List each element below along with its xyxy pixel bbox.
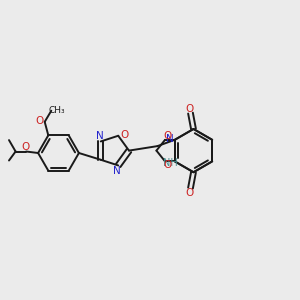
- Text: NH: NH: [163, 158, 177, 168]
- Text: O: O: [186, 103, 194, 114]
- Text: O: O: [120, 130, 128, 140]
- Text: O: O: [163, 160, 172, 170]
- Text: O: O: [36, 116, 44, 126]
- Text: N: N: [113, 166, 121, 176]
- Text: O: O: [186, 188, 194, 198]
- Text: O: O: [163, 131, 172, 141]
- Text: CH₃: CH₃: [48, 106, 65, 115]
- Text: O: O: [21, 142, 30, 152]
- Text: N: N: [166, 134, 174, 144]
- Text: N: N: [96, 131, 104, 141]
